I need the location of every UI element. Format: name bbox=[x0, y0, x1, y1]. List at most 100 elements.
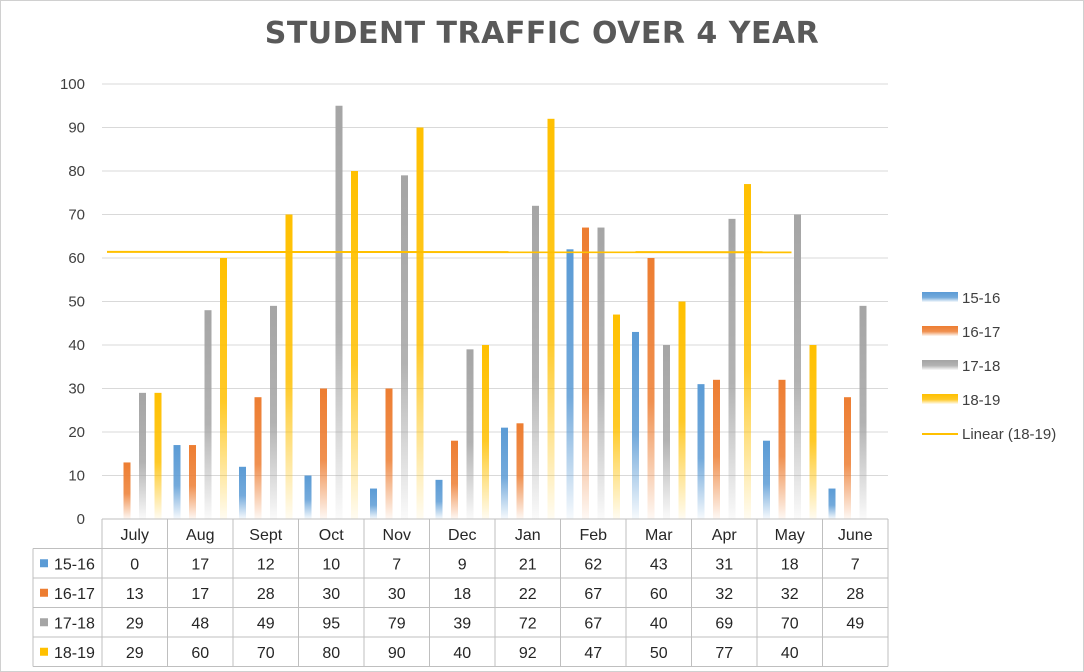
y-tick-label: 100 bbox=[60, 76, 85, 93]
bar-15-16-Feb bbox=[566, 249, 574, 520]
table-cell: 40 bbox=[650, 615, 668, 632]
table-cell: 69 bbox=[715, 615, 733, 632]
legend-label: Linear (18-19) bbox=[962, 426, 1056, 443]
bar-18-19-May bbox=[809, 345, 817, 519]
table-cell: 12 bbox=[257, 556, 275, 573]
table-cell: 7 bbox=[392, 556, 401, 573]
table-cell: 18 bbox=[453, 586, 471, 603]
table-cell: 49 bbox=[846, 615, 864, 632]
table-cell: 28 bbox=[257, 586, 275, 603]
bar-18-19-Jan bbox=[547, 118, 555, 520]
bar-16-17-Jan bbox=[516, 423, 524, 519]
bar-18-19-Nov bbox=[416, 127, 424, 519]
category-label: Dec bbox=[448, 527, 476, 544]
table-cell: 47 bbox=[584, 645, 602, 662]
legend-key-18-19 bbox=[922, 394, 958, 404]
legend-key-16-17 bbox=[922, 326, 958, 336]
table-cell: 77 bbox=[715, 645, 733, 662]
bar-16-17-Aug bbox=[189, 445, 196, 519]
table-cell: 21 bbox=[519, 556, 537, 573]
table-cell: 32 bbox=[781, 586, 799, 603]
table-cell: 79 bbox=[388, 615, 406, 632]
bar-17-18-Feb bbox=[597, 227, 605, 520]
table-row-label: 17-18 bbox=[54, 615, 95, 632]
table-cell: 48 bbox=[191, 615, 209, 632]
bar-18-19-Sept bbox=[285, 214, 293, 519]
legend: 15-16 16-17 17-18 18-19 Linear (18-19) bbox=[922, 290, 1056, 443]
chart-title: STUDENT TRAFFIC OVER 4 YEAR bbox=[264, 16, 820, 51]
table-cell: 29 bbox=[126, 615, 144, 632]
bar-15-16-Dec bbox=[435, 479, 443, 519]
legend-key-15-16 bbox=[922, 292, 958, 302]
bar-15-16-Nov bbox=[370, 488, 377, 519]
category-label: Jan bbox=[515, 527, 541, 544]
category-label: June bbox=[838, 527, 873, 544]
table-cell: 70 bbox=[257, 645, 275, 662]
bar-18-19-Aug bbox=[220, 258, 227, 519]
y-tick-label: 80 bbox=[68, 163, 85, 180]
bar-16-17-Sept bbox=[254, 397, 262, 519]
bar-17-18-Dec bbox=[466, 349, 474, 519]
y-tick-label: 40 bbox=[68, 337, 85, 354]
table-row-label: 16-17 bbox=[54, 586, 95, 603]
bar-18-19-July bbox=[154, 392, 162, 519]
table-cell: 92 bbox=[519, 645, 537, 662]
category-label: Nov bbox=[383, 527, 411, 544]
table-row-label: 18-19 bbox=[54, 645, 95, 662]
table-cell: 90 bbox=[388, 645, 406, 662]
legend-key-17-18 bbox=[922, 360, 958, 370]
legend-label: 17-18 bbox=[962, 358, 1000, 375]
bar-16-17-July bbox=[123, 462, 131, 519]
table-cell: 40 bbox=[453, 645, 471, 662]
table-cell: 29 bbox=[126, 645, 144, 662]
bar-17-18-Nov bbox=[401, 175, 408, 519]
table-cell: 17 bbox=[191, 556, 209, 573]
bar-17-18-July bbox=[139, 392, 146, 519]
table-row-label: 15-16 bbox=[54, 556, 95, 573]
bar-16-17-Mar bbox=[647, 258, 655, 519]
bar-18-19-Oct bbox=[351, 171, 358, 519]
table-cell: 80 bbox=[322, 645, 340, 662]
bar-18-19-Feb bbox=[613, 314, 620, 519]
table-cell: 10 bbox=[322, 556, 340, 573]
category-label: Apr bbox=[712, 527, 738, 544]
bar-15-16-Mar bbox=[632, 331, 639, 519]
table-cell: 22 bbox=[519, 586, 537, 603]
bar-16-17-Apr bbox=[713, 379, 720, 519]
bar-15-16-Apr bbox=[697, 384, 705, 519]
bar-17-18-Mar bbox=[663, 345, 670, 519]
table-cell: 39 bbox=[453, 615, 471, 632]
bars bbox=[123, 105, 867, 520]
y-tick-label: 50 bbox=[68, 294, 85, 311]
category-label: May bbox=[775, 527, 805, 544]
table-cell: 7 bbox=[851, 556, 860, 573]
table-cell: 13 bbox=[126, 586, 144, 603]
bar-17-18-Apr bbox=[728, 218, 736, 519]
bar-16-17-Nov bbox=[385, 388, 393, 519]
y-tick-label: 0 bbox=[77, 511, 85, 528]
table-cell: 67 bbox=[584, 586, 602, 603]
table-cell: 50 bbox=[650, 645, 668, 662]
table-legend-key-16-17 bbox=[40, 588, 48, 597]
table-cell: 60 bbox=[191, 645, 209, 662]
category-label: Mar bbox=[645, 527, 673, 544]
table-legend-key-18-19 bbox=[40, 647, 48, 656]
category-label: Sept bbox=[249, 527, 282, 544]
bar-16-17-Feb bbox=[582, 227, 589, 520]
bar-17-18-Sept bbox=[270, 305, 277, 519]
bar-17-18-Oct bbox=[335, 105, 343, 519]
table-cell: 31 bbox=[715, 556, 733, 573]
table-cell: 30 bbox=[322, 586, 340, 603]
bar-17-18-Jan bbox=[532, 205, 539, 520]
table-cell: 30 bbox=[388, 586, 406, 603]
bar-16-17-Oct bbox=[320, 388, 327, 519]
table-cell: 95 bbox=[322, 615, 340, 632]
table-cell: 18 bbox=[781, 556, 799, 573]
category-label: Feb bbox=[579, 527, 607, 544]
bar-15-16-Sept bbox=[239, 466, 246, 519]
bar-16-17-June bbox=[844, 397, 851, 519]
bar-17-18-June bbox=[859, 305, 867, 519]
table-cell: 67 bbox=[584, 615, 602, 632]
